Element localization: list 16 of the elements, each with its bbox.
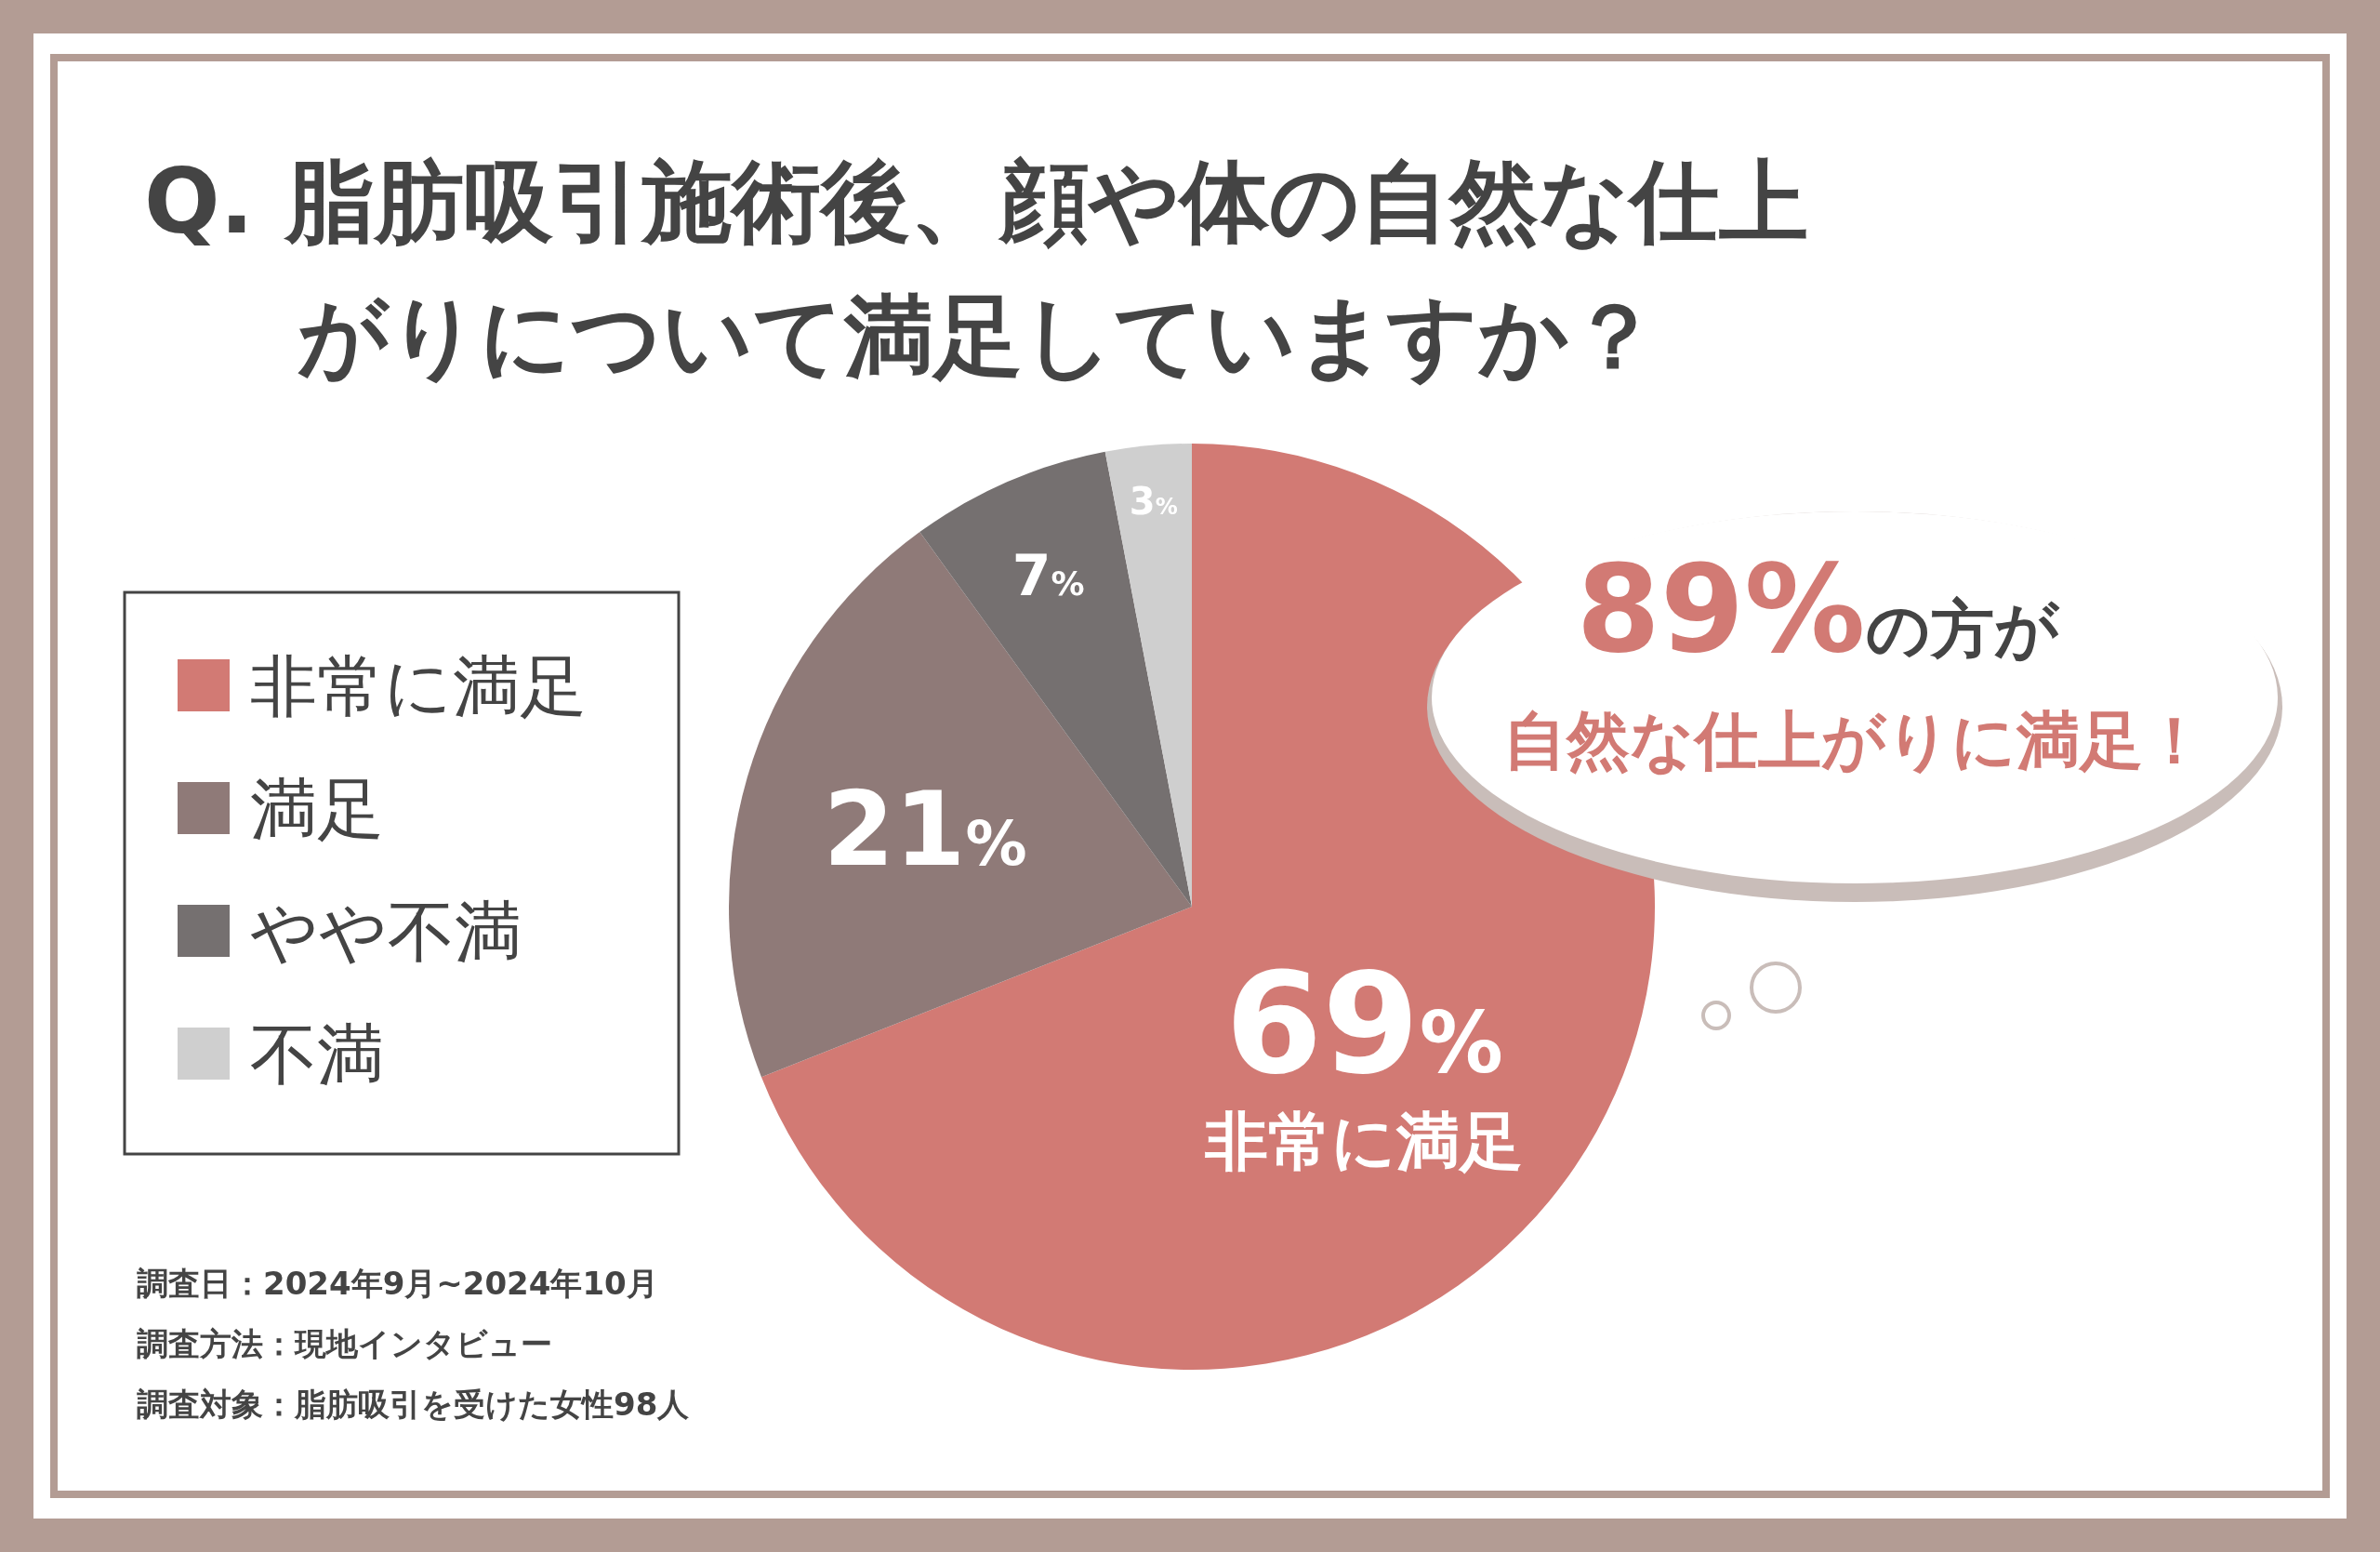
data-label: 7% <box>1012 542 1085 608</box>
text: 89%の方が <box>1576 538 2060 680</box>
pie-slice <box>1104 444 1192 907</box>
slice-label: 非常に満足 <box>1204 1104 1524 1178</box>
text: 調査方法：現地インタビュー <box>137 1325 552 1362</box>
text: 調査日：2024年9月~2024年10月 <box>137 1265 658 1302</box>
legend-label: 非常に満足 <box>250 647 587 725</box>
pie-slice <box>729 532 1192 1078</box>
legend-label: 不満 <box>250 1015 384 1094</box>
legend-label: やや不満 <box>250 893 522 971</box>
data-label: 21% <box>823 770 1027 890</box>
legend-label: 満足 <box>250 770 384 848</box>
text: 調査対象：脂肪吸引を受けた女性98人 <box>137 1386 691 1423</box>
chart-title: Q. 脂肪吸引施術後、顔や体の自然な仕上がりについて満足していますか？ <box>144 150 1808 389</box>
data-label: 69% <box>1224 943 1503 1106</box>
text: 自然な仕上がりに満足！ <box>1503 704 2206 777</box>
